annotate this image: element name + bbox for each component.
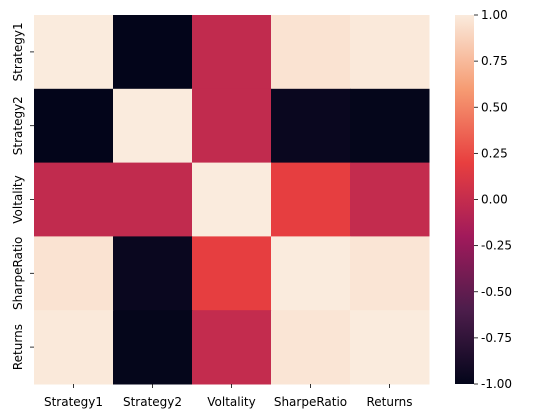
x-tick-label: Strategy2 (123, 395, 182, 409)
colorbar-tick-label: 0.75 (481, 54, 508, 68)
heatmap-cell-Strategy2-Voltality (192, 88, 272, 164)
y-axis: Strategy1 Strategy2 Voltality SharpeRatio Re… (11, 22, 34, 370)
heatmap-cell-Strategy1-Strategy1 (34, 15, 114, 90)
colorbar-ticks: 1.00 0.75 0.50 0.25 0.00 -0.25 -0.50 -0.75 -1.00 (474, 8, 512, 391)
colorbar-tick-label: 0.25 (481, 146, 508, 160)
colorbar-tick-label: -0.50 (481, 285, 512, 299)
heatmap-cell-Voltality-Strategy2 (113, 162, 193, 237)
heatmap-cell-Voltality-Strategy1 (34, 162, 114, 237)
heatmap-cell-Strategy2-Strategy2 (113, 88, 193, 164)
x-tick-label: SharpeRatio (274, 395, 347, 409)
x-axis: Strategy1 Strategy2 Voltality SharpeRatio Re… (44, 384, 413, 409)
heatmap-cells (34, 15, 430, 385)
heatmap-cell-SharpeRatio-SharpeRatio (271, 236, 351, 311)
heatmap-cell-Voltality-Voltality (192, 162, 272, 237)
heatmap-cell-SharpeRatio-Strategy2 (113, 236, 193, 311)
heatmap-cell-Voltality-Returns (350, 162, 430, 237)
colorbar-tick-label: -1.00 (481, 377, 512, 391)
heatmap-cell-Strategy2-SharpeRatio (271, 88, 351, 164)
heatmap-cell-Strategy1-Strategy2 (113, 15, 193, 90)
x-tick-label: Returns (366, 395, 412, 409)
x-tick-label: Strategy1 (44, 395, 103, 409)
x-tick-label: Voltality (207, 395, 256, 409)
heatmap-cell-Voltality-SharpeRatio (271, 162, 351, 237)
heatmap-cell-Strategy1-Returns (350, 15, 430, 90)
y-tick-label: Returns (11, 324, 25, 370)
heatmap-cell-Returns-Returns (350, 310, 430, 385)
heatmap-cell-SharpeRatio-Returns (350, 236, 430, 311)
heatmap-cell-Returns-SharpeRatio (271, 310, 351, 385)
colorbar-gradient (455, 15, 474, 384)
y-tick-label: Strategy1 (11, 22, 25, 81)
y-tick-label: Voltality (11, 175, 25, 224)
heatmap-cell-Returns-Strategy2 (113, 310, 193, 385)
y-tick-label: SharpeRatio (11, 237, 25, 310)
colorbar: 1.00 0.75 0.50 0.25 0.00 -0.25 -0.50 -0.75 -1.00 (455, 8, 512, 391)
heatmap-cell-SharpeRatio-Voltality (192, 236, 272, 311)
heatmap-cell-Strategy1-Voltality (192, 15, 272, 90)
colorbar-tick-label: -0.75 (481, 331, 512, 345)
colorbar-tick-label: -0.25 (481, 239, 512, 253)
y-tick-label: Strategy2 (11, 96, 25, 155)
colorbar-tick-label: 0.00 (481, 193, 508, 207)
heatmap-cell-Strategy2-Strategy1 (34, 88, 114, 164)
heatmap-cell-Strategy1-SharpeRatio (271, 15, 351, 90)
heatmap-cell-SharpeRatio-Strategy1 (34, 236, 114, 311)
heatmap-cell-Returns-Strategy1 (34, 310, 114, 385)
colorbar-tick-label: 1.00 (481, 8, 508, 22)
heatmap-cell-Strategy2-Returns (350, 88, 430, 164)
heatmap-cell-Returns-Voltality (192, 310, 272, 385)
colorbar-tick-label: 0.50 (481, 100, 508, 114)
